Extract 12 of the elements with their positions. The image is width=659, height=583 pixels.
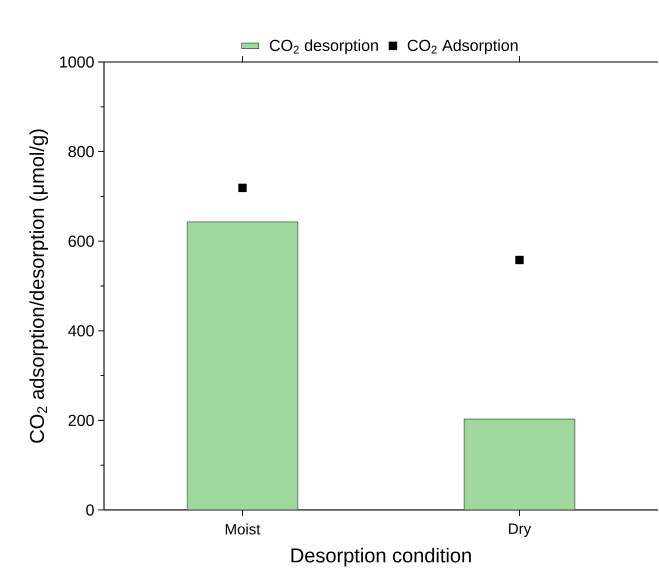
y-tick-label: 600: [68, 236, 94, 247]
y-tick-label: 400: [68, 325, 94, 336]
y-tick-label: 0: [86, 504, 94, 516]
legend-label: CO$_{2}$ desorption: [270, 39, 378, 54]
x-axis-title: Desorption condition: [291, 548, 471, 566]
y-tick-label: 1000: [60, 56, 94, 68]
y-tick-label: 200: [68, 414, 94, 426]
x-tick-label: Moist: [226, 524, 260, 535]
y-axis-title: CO$_{2}$ adsorption/desorption (μmol/g): [29, 130, 48, 443]
legend-label: CO$_{2}$ Adsorption: [408, 39, 518, 54]
y-tick-label: 800: [68, 146, 94, 158]
x-tick-label: Dry: [509, 524, 532, 537]
